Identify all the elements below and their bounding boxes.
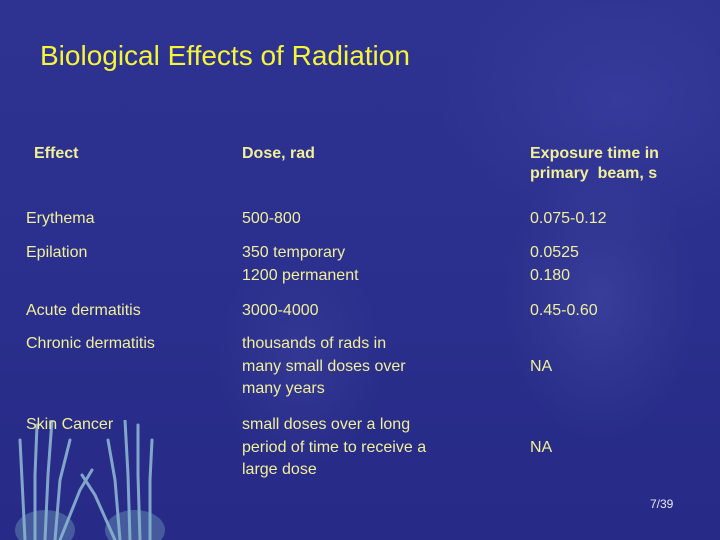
dose-cell: small doses over a long period of time t…	[242, 416, 427, 478]
effect-cell: Epilation	[26, 244, 88, 261]
effect-cell: Acute dermatitis	[26, 302, 141, 319]
header-exposure: Exposure time in primary beam, s	[530, 145, 659, 182]
effect-cell: Erythema	[26, 210, 95, 227]
dose-cell: 350 temporary 1200 permanent	[242, 244, 359, 284]
effect-cell: Skin Cancer	[26, 416, 114, 433]
header-dose: Dose, rad	[242, 145, 315, 162]
exposure-cell: NA	[530, 438, 553, 456]
xray-hands-image	[15, 420, 165, 540]
effect-cell: Chronic dermatitis	[26, 335, 155, 352]
dose-cell: 500-800	[242, 210, 301, 227]
exposure-cell: 0.075-0.12	[530, 210, 607, 227]
page-number: 7/39	[650, 497, 674, 511]
exposure-cell: NA	[530, 357, 553, 375]
dose-cell: 3000-4000	[242, 302, 319, 319]
exposure-cell: 0.0525 0.180	[530, 244, 579, 284]
exposure-cell: 0.45-0.60	[530, 302, 598, 319]
header-effect: Effect	[34, 145, 79, 162]
slide-title: Biological Effects of Radiation	[40, 40, 410, 71]
dose-cell: thousands of rads in many small doses ov…	[242, 335, 406, 397]
